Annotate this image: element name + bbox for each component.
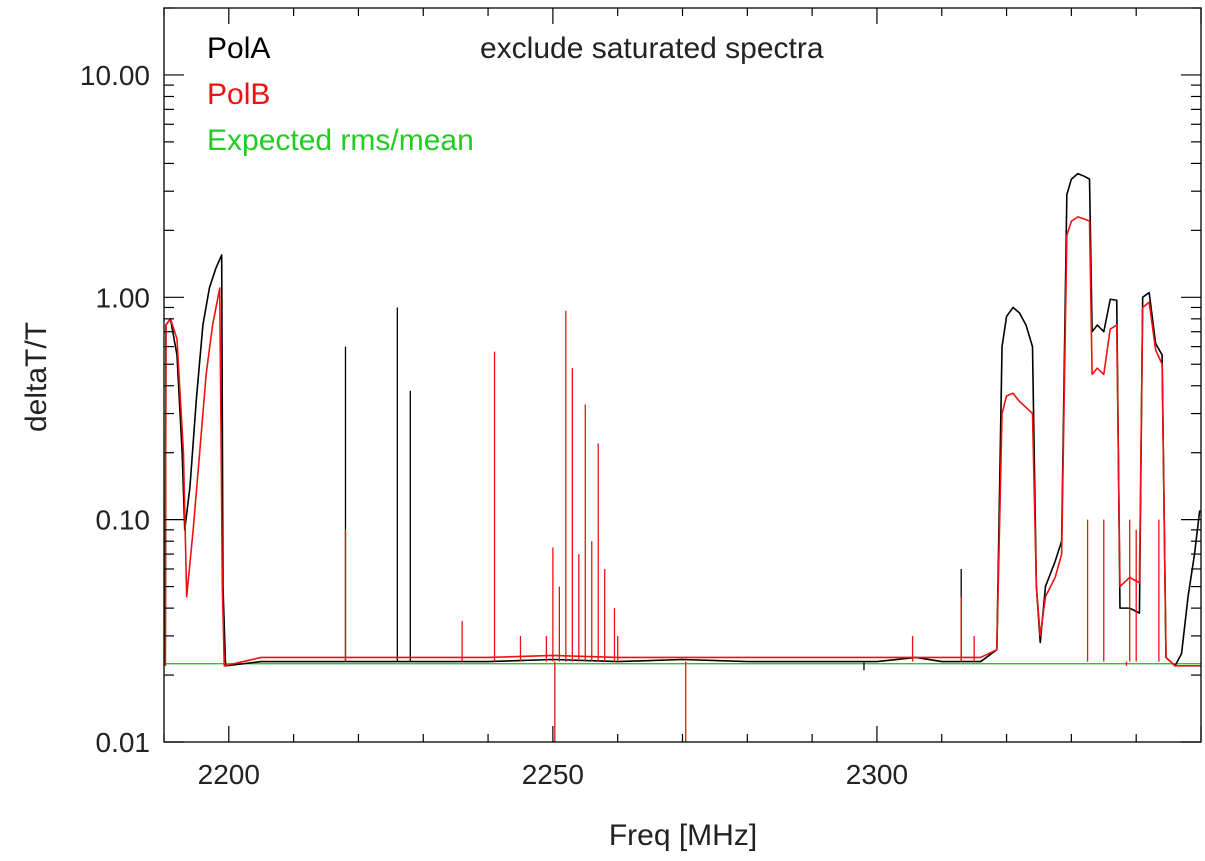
x-axis: 2200 2250 2300 [163, 8, 1202, 790]
x-tick-label: 2250 [522, 759, 584, 790]
legend-entry-polb: PolB [207, 78, 270, 111]
chart-title: exclude saturated spectra [480, 32, 824, 65]
y-tick-label: 0.10 [96, 505, 151, 536]
y-tick-label: 1.00 [96, 282, 151, 313]
legend-entry-pola: PolA [207, 32, 270, 65]
legend-entry-expected: Expected rms/mean [207, 124, 474, 157]
y-tick-label: 10.00 [80, 60, 150, 91]
series-line-polb [164, 216, 1201, 667]
x-tick-label: 2200 [198, 759, 260, 790]
y-axis-label: deltaT/T [20, 322, 53, 432]
plot-data-layer [164, 172, 1201, 742]
x-tick-label: 2300 [846, 759, 908, 790]
y-axis: 0.01 0.10 1.00 10.00 [80, 7, 1201, 758]
legend: PolA PolB Expected rms/mean [207, 32, 474, 157]
y-tick-label: 0.01 [96, 727, 151, 758]
x-axis-label: Freq [MHz] [609, 819, 757, 852]
